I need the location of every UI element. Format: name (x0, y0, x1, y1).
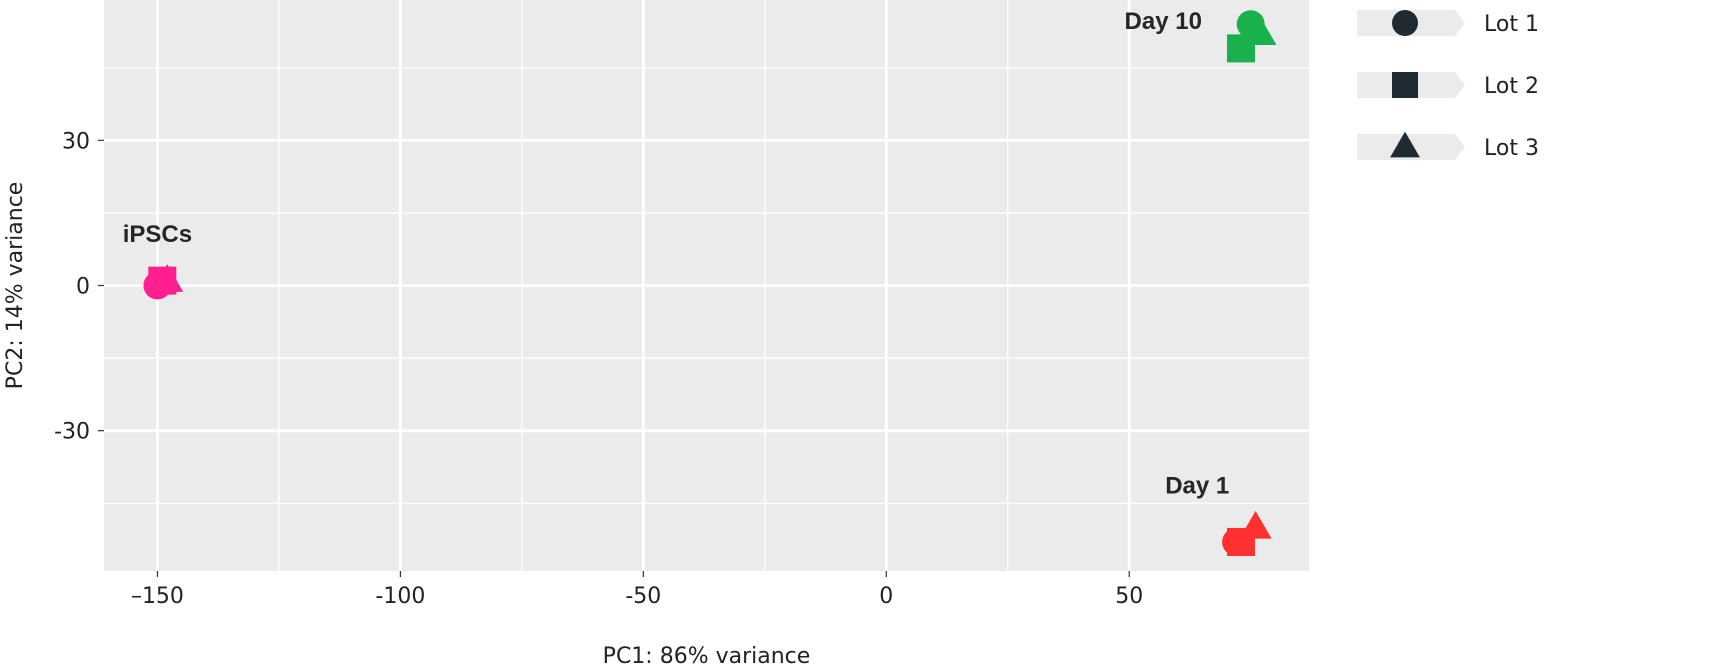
x-tick-label: 0 (879, 584, 893, 609)
data-points (143, 10, 1277, 556)
legend-label: Lot 2 (1484, 74, 1539, 99)
group-label: Day 10 (1125, 8, 1202, 35)
y-tick-label: -30 (54, 420, 90, 445)
y-axis-ticks: 30 0 -30 (54, 129, 104, 445)
y-tick-label: 0 (76, 275, 90, 300)
legend-triangle-icon (1390, 131, 1420, 158)
legend-item: Lot 3 (1357, 131, 1539, 161)
legend: Lot 1 Lot 2 Lot 3 (1357, 10, 1539, 161)
x-tick-label: –150 (131, 584, 184, 609)
x-tick-label: -100 (375, 584, 425, 609)
legend-label: Lot 1 (1484, 12, 1539, 37)
group-label: Day 1 (1165, 473, 1229, 500)
legend-item: Lot 1 (1357, 10, 1539, 37)
point-triangle-day-1 (1239, 510, 1272, 539)
y-tick-label: 30 (62, 129, 90, 154)
grid-lines (104, 0, 1309, 571)
x-tick-label: 50 (1115, 584, 1143, 609)
legend-item: Lot 2 (1357, 72, 1539, 99)
group-labels: iPSCs Day 10 Day 1 (123, 8, 1230, 500)
group-label: iPSCs (123, 221, 192, 248)
x-axis-title: PC1: 86% variance (603, 644, 811, 669)
point-triangle-ipscs (151, 264, 184, 292)
legend-label: Lot 3 (1484, 136, 1539, 161)
point-triangle-day-10 (1244, 17, 1277, 46)
legend-square-icon (1392, 72, 1418, 98)
x-axis-ticks: –150 -100 -50 0 50 (131, 571, 1143, 609)
legend-circle-icon (1392, 10, 1418, 36)
x-tick-label: -50 (625, 584, 661, 609)
y-axis-title: PC2: 14% variance (3, 182, 28, 390)
